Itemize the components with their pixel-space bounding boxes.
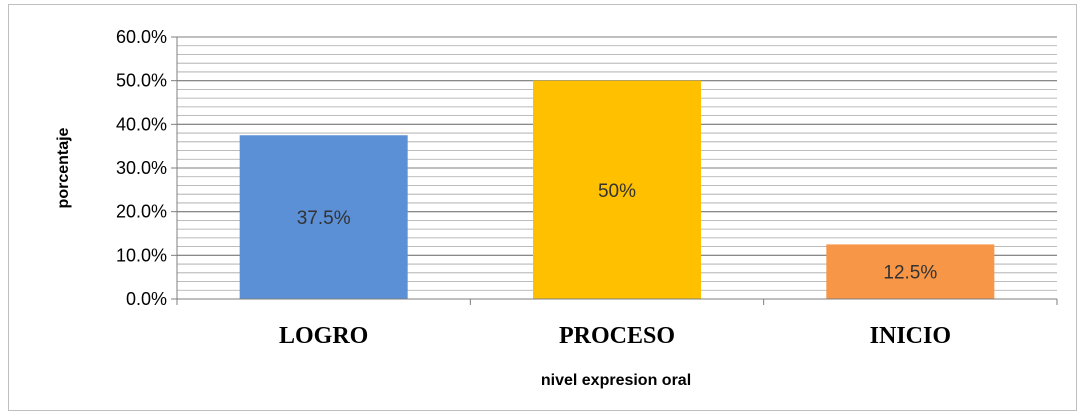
y-tick-label: 20.0%: [116, 202, 167, 222]
x-axis: LOGRO PROCESO INICIO: [176, 298, 1058, 349]
y-tick-label: 10.0%: [116, 245, 167, 265]
x-axis-title: nivel expresion oral: [541, 372, 691, 389]
x-tick-label-inicio: INICIO: [870, 323, 951, 349]
y-tick-label: 40.0%: [116, 114, 167, 134]
x-tick-label-proceso: PROCESO: [559, 323, 675, 349]
y-tick-label: 50.0%: [116, 71, 167, 91]
bar-proceso: [533, 80, 701, 300]
y-axis-title: porcentaje: [55, 127, 72, 208]
y-tick-label: 60.0%: [116, 27, 167, 47]
y-tick-label: 30.0%: [116, 158, 167, 178]
bars: 37.5% 50% 12.5%: [239, 80, 995, 300]
data-label-logro: 37.5%: [297, 208, 351, 229]
bar-logro: [239, 135, 408, 299]
y-tick-label: 0.0%: [126, 289, 167, 309]
x-tick-label-logro: LOGRO: [279, 323, 368, 349]
bar-inicio: [826, 244, 995, 299]
data-label-proceso: 50%: [598, 181, 636, 202]
data-label-inicio: 12.5%: [883, 263, 937, 284]
y-axis: 0.0% 10.0% 20.0% 30.0% 40.0% 50.0% 60.0%: [116, 27, 178, 309]
